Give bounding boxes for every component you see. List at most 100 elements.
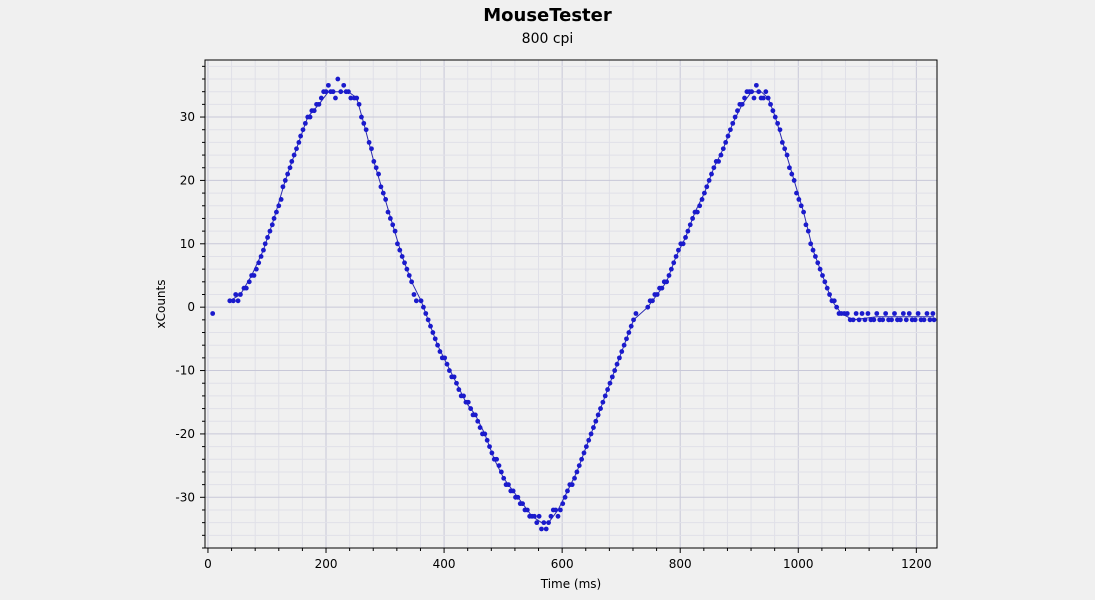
data-point <box>524 507 530 513</box>
data-point <box>454 380 459 386</box>
data-point <box>853 311 859 316</box>
data-point <box>482 431 488 437</box>
data-point <box>285 171 291 177</box>
data-point <box>555 513 561 519</box>
data-point <box>520 501 525 507</box>
data-point <box>378 184 384 190</box>
data-point <box>330 89 336 95</box>
data-point <box>812 254 818 259</box>
data-point <box>756 89 762 95</box>
data-point <box>690 216 696 221</box>
data-point <box>702 190 707 196</box>
data-point <box>779 139 785 145</box>
data-point <box>341 82 347 88</box>
data-point <box>697 203 703 209</box>
data-point <box>548 513 554 519</box>
data-point <box>931 317 937 323</box>
data-point <box>409 279 415 285</box>
data-point <box>676 247 681 253</box>
data-point <box>772 114 778 120</box>
data-point <box>680 241 686 247</box>
data-point <box>834 304 840 310</box>
data-point <box>546 520 551 526</box>
data-point <box>753 82 759 88</box>
data-point <box>487 444 492 449</box>
data-point <box>628 323 634 329</box>
y-axis-title: xCounts <box>154 280 168 329</box>
data-point <box>892 311 897 316</box>
y-tick-label: -30 <box>175 490 195 504</box>
data-point <box>489 450 495 456</box>
data-point <box>723 139 729 145</box>
data-point <box>262 241 268 247</box>
data-point <box>383 197 389 202</box>
data-point <box>369 146 374 152</box>
data-point <box>619 349 625 354</box>
data-point <box>803 222 809 228</box>
data-point <box>543 526 549 532</box>
data-point <box>730 120 736 126</box>
data-point <box>789 171 795 177</box>
data-point <box>687 222 693 228</box>
data-point <box>924 311 930 316</box>
data-point <box>300 127 306 133</box>
data-point <box>569 482 575 488</box>
data-point <box>631 317 636 323</box>
data-point <box>751 95 757 101</box>
plot-frame <box>204 59 938 549</box>
x-tick-label: 1200 <box>901 557 932 571</box>
data-point <box>380 190 386 196</box>
data-point <box>316 101 322 107</box>
data-point <box>763 89 769 95</box>
data-point <box>395 241 400 247</box>
data-point <box>614 361 620 367</box>
data-point <box>633 311 639 316</box>
data-point <box>430 330 436 335</box>
data-point <box>392 228 398 234</box>
data-point <box>444 361 450 367</box>
data-point <box>609 374 615 380</box>
data-point <box>515 494 521 500</box>
data-point <box>822 279 828 285</box>
data-point <box>791 178 797 183</box>
data-point <box>274 209 279 215</box>
data-point <box>824 285 830 291</box>
data-point <box>421 304 426 310</box>
data-point <box>333 95 338 101</box>
data-point <box>359 114 364 120</box>
data-point <box>706 178 712 183</box>
data-point <box>437 349 443 354</box>
data-point <box>311 108 317 114</box>
data-point <box>510 488 516 494</box>
data-point <box>777 127 783 133</box>
data-point <box>246 279 252 285</box>
data-point <box>230 298 236 304</box>
data-point <box>361 120 367 126</box>
data-point <box>243 285 249 291</box>
data-point <box>820 273 825 278</box>
data-point <box>808 241 814 247</box>
data-point <box>718 152 724 158</box>
data-point <box>782 146 788 152</box>
data-point <box>815 260 821 266</box>
y-tick-label: 0 <box>187 300 195 314</box>
data-point <box>363 127 369 133</box>
data-point <box>624 336 629 342</box>
data-point <box>600 399 606 405</box>
data-point <box>598 406 603 411</box>
data-point <box>318 95 324 101</box>
data-point <box>442 355 448 361</box>
x-tick-label: 400 <box>433 557 456 571</box>
data-point <box>704 184 710 190</box>
data-point <box>399 254 405 259</box>
data-point <box>532 513 537 519</box>
data-point <box>671 260 677 266</box>
data-point <box>817 266 823 272</box>
data-point <box>562 494 568 500</box>
data-point <box>298 133 304 139</box>
data-point <box>366 139 372 145</box>
data-point <box>673 254 679 259</box>
data-point <box>742 95 747 101</box>
data-point <box>874 311 880 316</box>
data-point <box>373 165 379 171</box>
